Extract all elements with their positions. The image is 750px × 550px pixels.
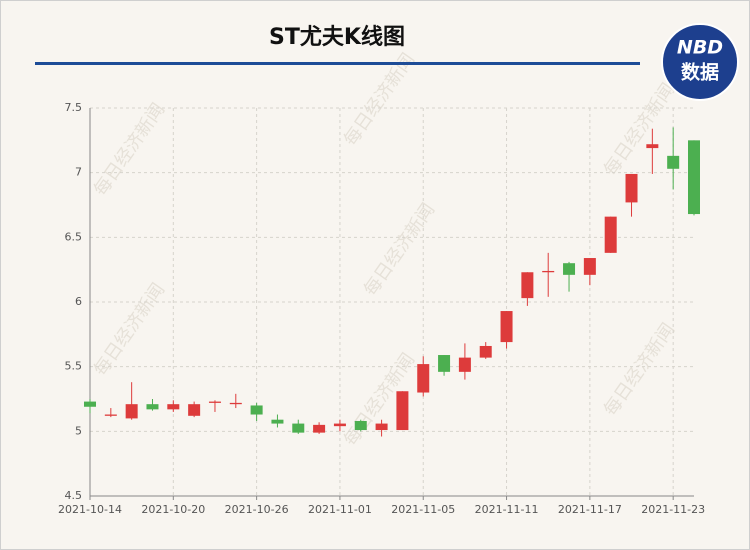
logo-top: NBD [677,37,723,59]
candle-body [542,270,555,273]
candle-body [563,263,576,275]
chart-title: ST尤夫K线图 [269,24,405,50]
candle-body [500,311,513,343]
candle-body [146,404,159,410]
candle-body [625,173,638,203]
logo [661,23,739,101]
candle-body [167,404,180,410]
candle-body [250,405,263,415]
candle-body [396,391,409,431]
candle-body [354,420,367,431]
candle-body [667,155,680,169]
y-tick-label: 6 [75,295,82,308]
x-tick-label: 2021-10-14 [58,503,122,516]
x-tick-label: 2021-11-17 [558,503,622,516]
x-tick-label: 2021-10-26 [225,503,289,516]
logo-bottom: 数据 [681,61,719,84]
candle-body [458,357,471,372]
x-tick-label: 2021-11-01 [308,503,372,516]
candle-body [604,216,617,253]
y-tick-label: 4.5 [65,489,83,502]
candle-body [229,402,242,405]
y-tick-label: 6.5 [65,230,83,243]
x-tick-label: 2021-11-23 [641,503,705,516]
candle-body [333,423,346,427]
y-tick-label: 7.5 [65,101,83,114]
candle-body [125,404,138,419]
candle-body [646,144,659,149]
candle-body [292,423,305,433]
y-tick-label: 5 [75,424,82,437]
candle-body [438,355,451,372]
candle-body [188,404,201,416]
candle-body [375,423,388,431]
x-tick-label: 2021-11-11 [475,503,539,516]
candle-body [313,424,326,433]
y-tick-label: 5.5 [65,360,83,373]
x-tick-label: 2021-11-05 [391,503,455,516]
candle-body [271,419,284,424]
x-tick-label: 2021-10-20 [141,503,205,516]
candle-body [688,140,700,215]
candle-body [104,414,117,416]
candle-body [583,258,596,275]
candle-body [84,401,96,407]
candle-body [417,364,430,393]
candle-body [208,401,221,403]
candle-body [521,272,534,299]
candle-body [479,345,492,358]
y-tick-label: 7 [75,166,82,179]
